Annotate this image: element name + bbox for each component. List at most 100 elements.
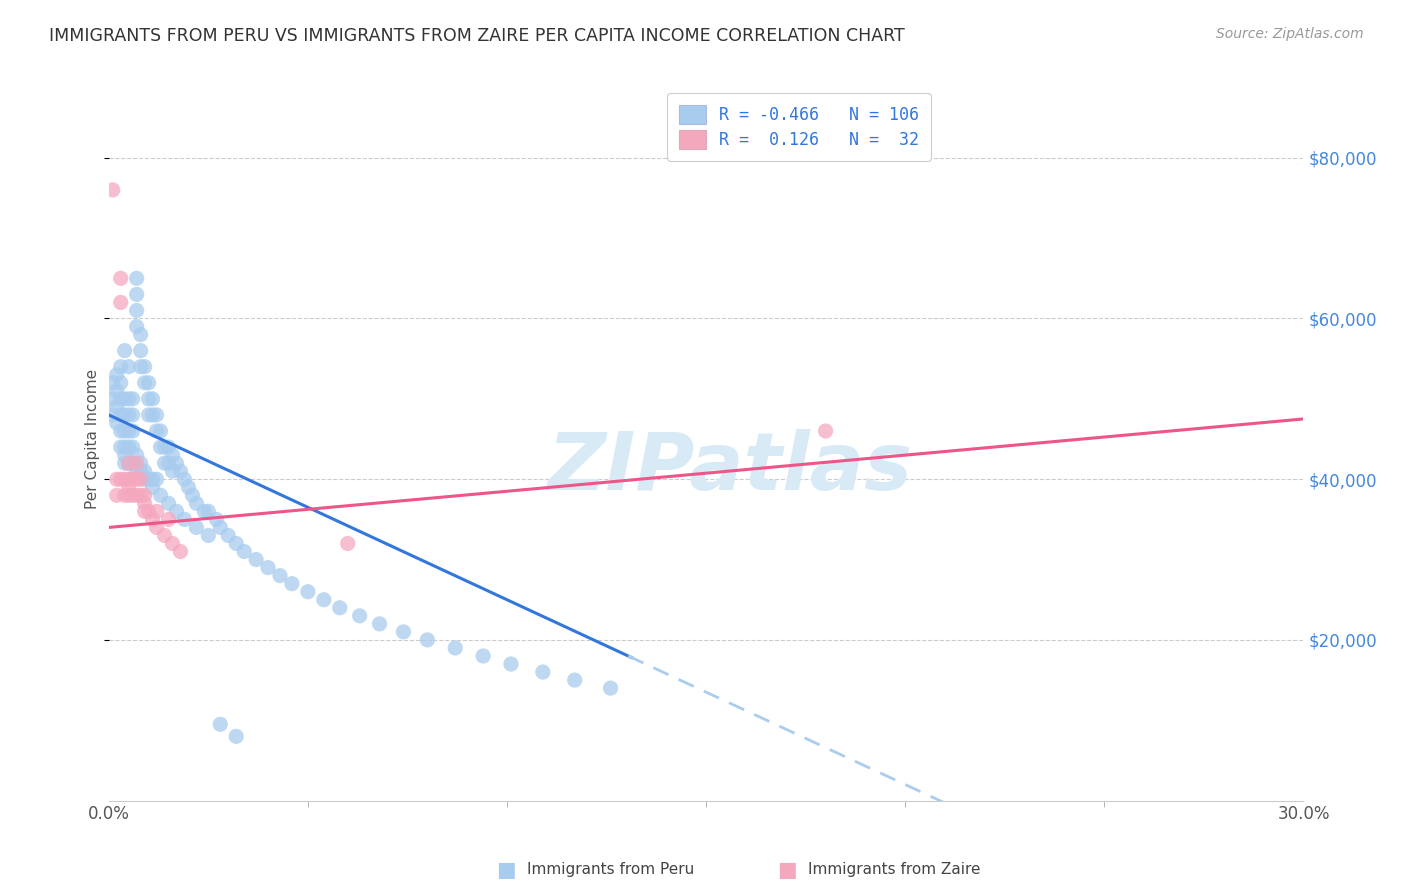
Point bbox=[114, 472, 136, 486]
Point bbox=[110, 440, 132, 454]
Text: ■: ■ bbox=[496, 860, 516, 880]
Point bbox=[129, 472, 152, 486]
Point bbox=[121, 424, 143, 438]
Point bbox=[169, 544, 191, 558]
Point bbox=[157, 456, 180, 470]
Point bbox=[142, 408, 165, 422]
Point bbox=[197, 504, 219, 518]
Point bbox=[129, 359, 152, 374]
Point bbox=[125, 464, 148, 478]
Point bbox=[110, 271, 132, 285]
Point bbox=[197, 528, 219, 542]
Point bbox=[599, 681, 621, 695]
Point bbox=[118, 408, 141, 422]
Point bbox=[138, 408, 160, 422]
Text: ■: ■ bbox=[778, 860, 797, 880]
Point bbox=[129, 488, 152, 502]
Point bbox=[173, 512, 195, 526]
Point bbox=[257, 560, 280, 574]
Point bbox=[162, 536, 184, 550]
Point bbox=[149, 440, 172, 454]
Point bbox=[145, 472, 167, 486]
Point bbox=[110, 295, 132, 310]
Point bbox=[101, 376, 124, 390]
Point bbox=[173, 472, 195, 486]
Point bbox=[281, 576, 304, 591]
Point bbox=[114, 448, 136, 462]
Point bbox=[233, 544, 256, 558]
Point bbox=[138, 472, 160, 486]
Point bbox=[125, 456, 148, 470]
Point bbox=[153, 528, 176, 542]
Point bbox=[531, 665, 554, 679]
Y-axis label: Per Capita Income: Per Capita Income bbox=[86, 369, 100, 509]
Point bbox=[564, 673, 586, 687]
Point bbox=[121, 456, 143, 470]
Text: IMMIGRANTS FROM PERU VS IMMIGRANTS FROM ZAIRE PER CAPITA INCOME CORRELATION CHAR: IMMIGRANTS FROM PERU VS IMMIGRANTS FROM … bbox=[49, 27, 905, 45]
Point bbox=[134, 464, 156, 478]
Point bbox=[125, 472, 148, 486]
Point bbox=[125, 303, 148, 318]
Point bbox=[118, 359, 141, 374]
Point bbox=[177, 480, 200, 494]
Point bbox=[114, 408, 136, 422]
Text: ZIPatlas: ZIPatlas bbox=[547, 429, 912, 507]
Point bbox=[142, 480, 165, 494]
Point bbox=[121, 408, 143, 422]
Point bbox=[225, 729, 247, 743]
Point bbox=[153, 456, 176, 470]
Point bbox=[138, 504, 160, 518]
Point bbox=[157, 440, 180, 454]
Point bbox=[209, 520, 232, 534]
Point bbox=[110, 359, 132, 374]
Point bbox=[368, 616, 391, 631]
Point bbox=[114, 440, 136, 454]
Text: Immigrants from Peru: Immigrants from Peru bbox=[527, 863, 695, 877]
Point bbox=[157, 496, 180, 510]
Point bbox=[129, 464, 152, 478]
Point bbox=[336, 536, 359, 550]
Point bbox=[105, 416, 128, 430]
Point bbox=[499, 657, 522, 671]
Point bbox=[125, 319, 148, 334]
Point bbox=[101, 408, 124, 422]
Point bbox=[472, 648, 495, 663]
Point bbox=[105, 472, 128, 486]
Point bbox=[134, 488, 156, 502]
Point bbox=[145, 408, 167, 422]
Point bbox=[166, 504, 188, 518]
Point bbox=[225, 536, 247, 550]
Point bbox=[245, 552, 267, 566]
Point bbox=[217, 528, 239, 542]
Point bbox=[105, 368, 128, 382]
Point bbox=[110, 424, 132, 438]
Point bbox=[142, 512, 165, 526]
Point bbox=[329, 600, 352, 615]
Point bbox=[105, 400, 128, 414]
Point bbox=[349, 608, 371, 623]
Point bbox=[209, 717, 232, 731]
Point bbox=[110, 376, 132, 390]
Point bbox=[118, 424, 141, 438]
Point bbox=[157, 512, 180, 526]
Point bbox=[186, 496, 208, 510]
Point bbox=[121, 488, 143, 502]
Point bbox=[121, 440, 143, 454]
Point bbox=[101, 183, 124, 197]
Point bbox=[114, 424, 136, 438]
Point bbox=[118, 456, 141, 470]
Point bbox=[114, 488, 136, 502]
Point bbox=[814, 424, 837, 438]
Point bbox=[114, 343, 136, 358]
Point bbox=[118, 440, 141, 454]
Point bbox=[118, 480, 141, 494]
Point bbox=[129, 343, 152, 358]
Point bbox=[125, 488, 148, 502]
Point bbox=[138, 376, 160, 390]
Point bbox=[110, 472, 132, 486]
Point bbox=[118, 456, 141, 470]
Point bbox=[134, 504, 156, 518]
Point bbox=[181, 488, 204, 502]
Point bbox=[149, 424, 172, 438]
Text: Immigrants from Zaire: Immigrants from Zaire bbox=[808, 863, 981, 877]
